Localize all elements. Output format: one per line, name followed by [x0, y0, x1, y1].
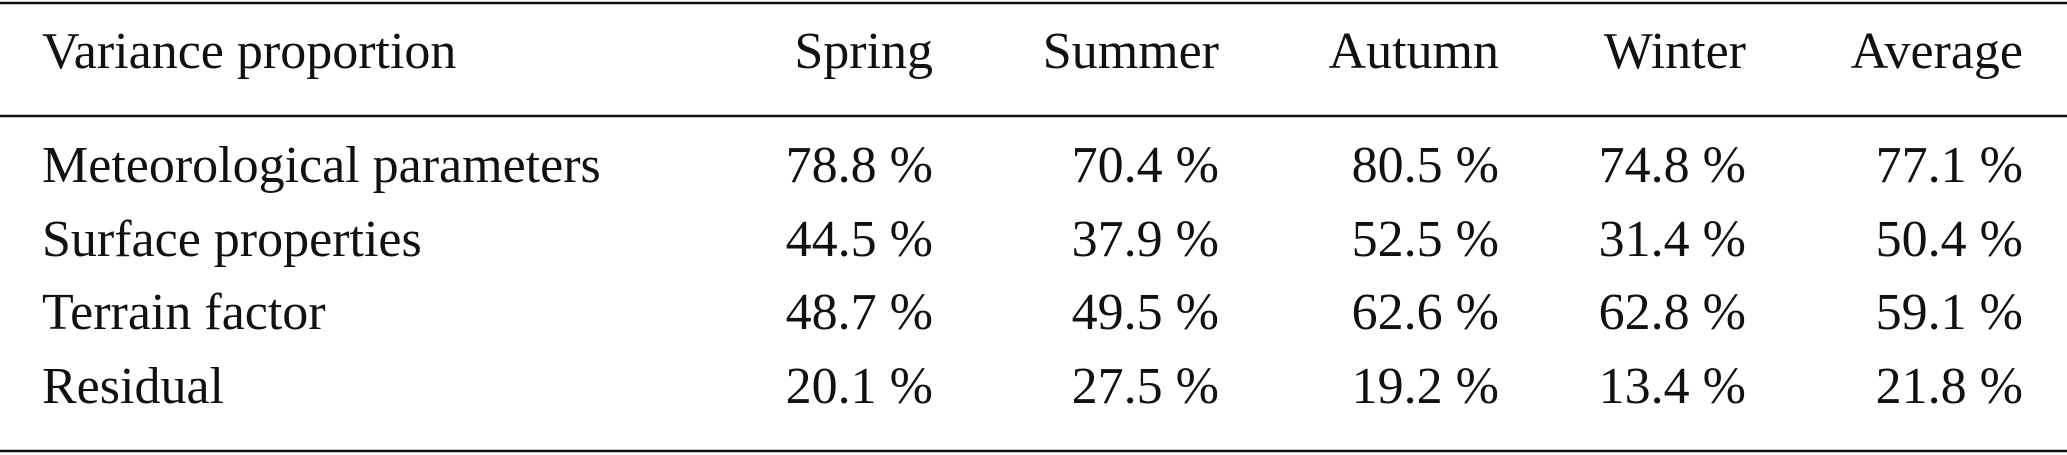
cell: 27.5 %: [1072, 358, 1219, 415]
row-label: Terrain factor: [42, 284, 326, 341]
cell: 74.8 %: [1599, 137, 1746, 194]
cell: 52.5 %: [1352, 211, 1499, 268]
cell: 62.8 %: [1599, 284, 1746, 341]
cell: 44.5 %: [786, 211, 933, 268]
header-cell: Variance proportion: [42, 23, 456, 80]
cell: 77.1 %: [1876, 137, 2023, 194]
header-cell: Summer: [1043, 23, 1219, 80]
cell: 50.4 %: [1876, 211, 2023, 268]
row-label: Surface properties: [42, 211, 422, 268]
cell: 31.4 %: [1599, 211, 1746, 268]
cell: 49.5 %: [1072, 284, 1219, 341]
row-label: Meteorological parameters: [42, 137, 601, 194]
header-cell: Winter: [1604, 23, 1746, 80]
header-cell: Autumn: [1329, 23, 1499, 80]
cell: 13.4 %: [1599, 358, 1746, 415]
cell: 70.4 %: [1072, 137, 1219, 194]
cell: 19.2 %: [1352, 358, 1499, 415]
cell: 48.7 %: [786, 284, 933, 341]
cell: 20.1 %: [786, 358, 933, 415]
header-cell: Spring: [794, 23, 933, 80]
cell: 80.5 %: [1352, 137, 1499, 194]
cell: 21.8 %: [1876, 358, 2023, 415]
cell: 62.6 %: [1352, 284, 1499, 341]
row-label: Residual: [42, 358, 224, 415]
cell: 78.8 %: [786, 137, 933, 194]
cell: 59.1 %: [1876, 284, 2023, 341]
cell: 37.9 %: [1072, 211, 1219, 268]
header-cell: Average: [1851, 23, 2023, 80]
